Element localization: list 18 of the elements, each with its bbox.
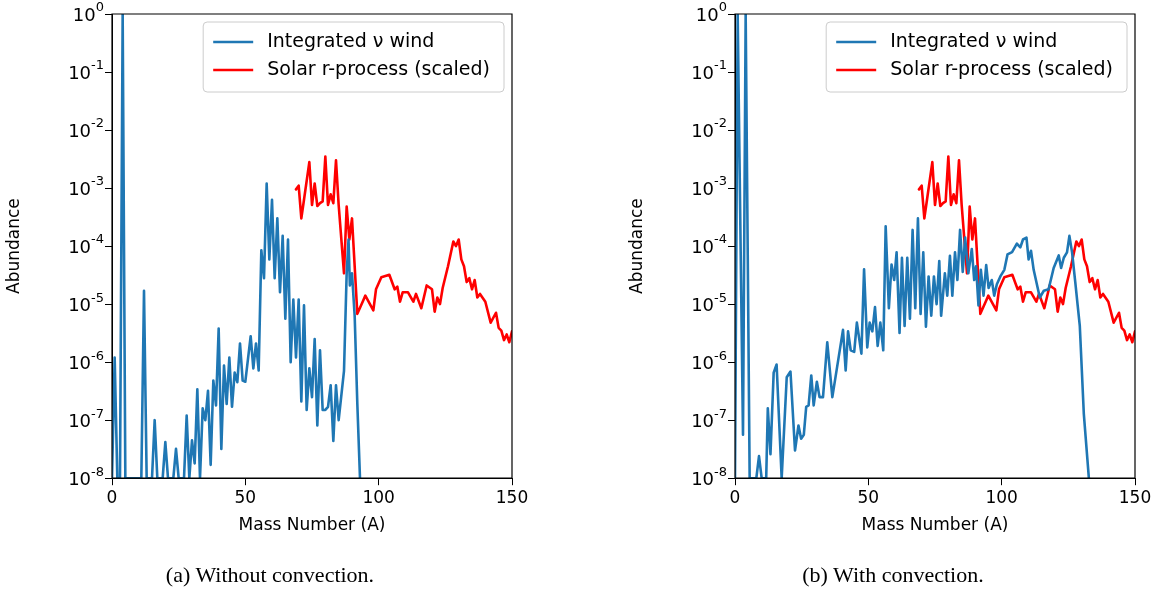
x-axis-title: Mass Number (A)	[238, 514, 386, 535]
y-axis-title: Abundance	[2, 198, 23, 294]
x-tick-label: 150	[495, 486, 529, 507]
legend-label: Integrated ν wind	[890, 28, 1058, 51]
x-tick-label: 0	[106, 486, 118, 507]
y-axis-title: Abundance	[625, 198, 646, 294]
x-tick-label: 50	[857, 486, 880, 507]
legend-label: Integrated ν wind	[267, 28, 435, 51]
legend-label: Solar r-process (scaled)	[890, 56, 1114, 79]
x-tick-label: 0	[729, 486, 741, 507]
x-tick-label: 100	[362, 486, 395, 507]
x-tick-label: 50	[234, 486, 257, 507]
x-axis-title: Mass Number (A)	[861, 514, 1009, 535]
x-tick-label: 150	[1118, 486, 1152, 507]
text: (b) With convection.	[801, 562, 985, 588]
text: (a) Without convection.	[164, 562, 376, 588]
x-tick-label: 100	[985, 486, 1018, 507]
legend-label: Solar r-process (scaled)	[267, 56, 491, 79]
